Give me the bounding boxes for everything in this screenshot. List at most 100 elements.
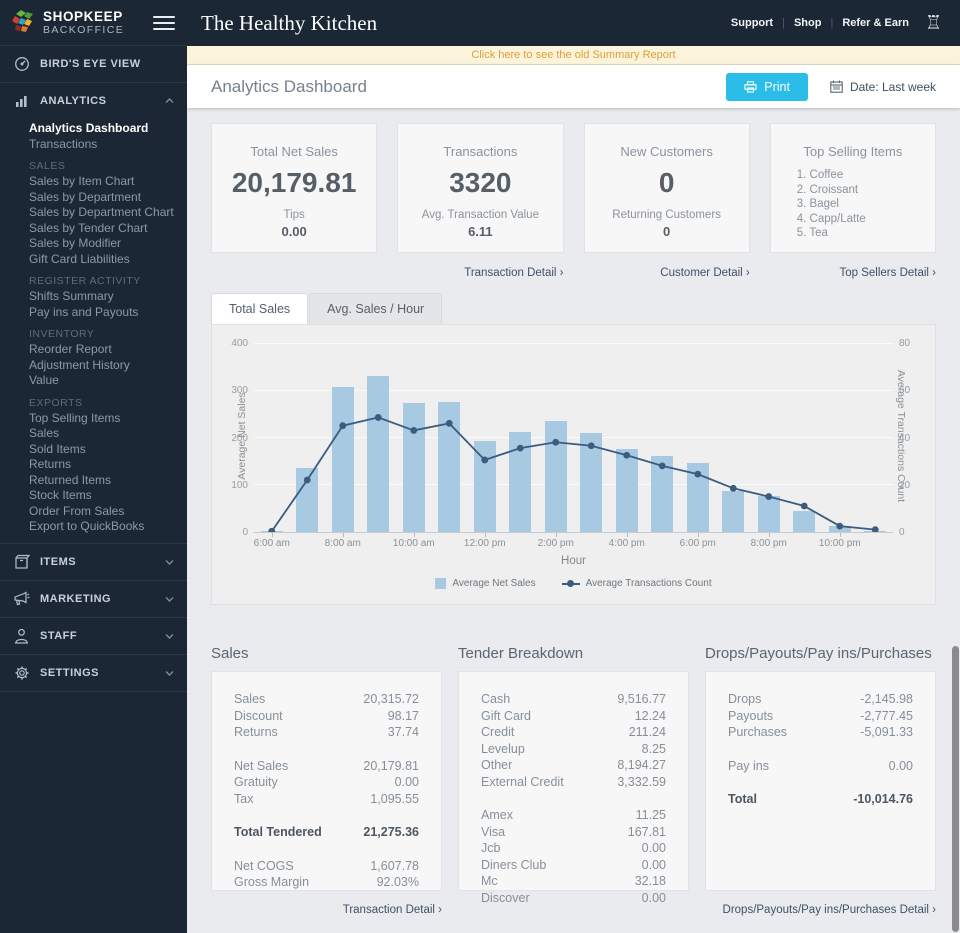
tab-avg-sales-hour[interactable]: Avg. Sales / Hour bbox=[309, 293, 443, 324]
sidebar-item-settings[interactable]: SETTINGS bbox=[0, 655, 187, 691]
tab-total-sales[interactable]: Total Sales bbox=[211, 293, 309, 324]
date-label: Date: Last week bbox=[849, 79, 936, 94]
summary-tables: Sales Sales 20,315.72 Discount 98.17 Returns 3… bbox=[211, 645, 936, 918]
sidebar-item-returned-items[interactable]: Returned Items bbox=[29, 472, 112, 487]
detail-link[interactable]: Transaction Detail › bbox=[464, 267, 564, 279]
sidebar-item-order-from-sales[interactable]: Order From Sales bbox=[29, 503, 125, 518]
top-header: The Healthy Kitchen Support | Shop | Refer &… bbox=[187, 0, 960, 46]
sidebar-item-sales-by-modifier[interactable]: Sales by Modifier bbox=[29, 236, 122, 250]
sidebar-item-reorder-report[interactable]: Reorder Report bbox=[29, 342, 112, 356]
hamburger-menu-icon[interactable] bbox=[153, 12, 175, 34]
right-axis-tick: 40 bbox=[899, 432, 911, 444]
sidebar: SHOPKEEP BACKOFFICE BIRD'S EYE VIEW ANAL… bbox=[0, 0, 187, 933]
sidebar-item-analytics-dashboard[interactable]: Analytics Dashboard bbox=[29, 121, 149, 135]
sidebar-item-transactions[interactable]: Transactions bbox=[29, 136, 98, 151]
sidebar-item-shifts-summary[interactable]: Shifts Summary bbox=[29, 289, 114, 303]
sidebar-item-top-selling-items[interactable]: Top Selling Items bbox=[29, 410, 121, 425]
top-item: 1. Coffee bbox=[796, 169, 844, 181]
bar-3-00-pm bbox=[580, 432, 603, 532]
header-link-refer-earn[interactable]: Refer & Earn bbox=[842, 17, 909, 29]
print-label: Print bbox=[764, 79, 790, 94]
header-link-shop[interactable]: Shop bbox=[793, 17, 822, 29]
detail-link[interactable]: Customer Detail › bbox=[660, 267, 750, 279]
header-link-support[interactable]: Support bbox=[730, 17, 774, 29]
x-axis-tick-label: 10:00 pm bbox=[818, 538, 861, 549]
bar-9-00-am bbox=[367, 375, 390, 532]
bar-6-00-pm bbox=[686, 463, 709, 532]
table-row: Gratuity 0.00 bbox=[234, 775, 419, 789]
table-title: Tender Breakdown bbox=[458, 645, 584, 662]
chevron-down-icon bbox=[165, 559, 174, 565]
sidebar-item-analytics[interactable]: ANALYTICS bbox=[0, 83, 187, 119]
megaphone-icon bbox=[13, 591, 30, 606]
sidebar-item-pay-ins-and-payouts[interactable]: Pay ins and Payouts bbox=[29, 304, 139, 319]
table-sales: Sales Sales 20,315.72 Discount 98.17 Returns 3… bbox=[211, 645, 442, 918]
sidebar-item-gift-card-liabilities[interactable]: Gift Card Liabilities bbox=[29, 251, 130, 266]
sidebar-group-header: SALES bbox=[29, 160, 66, 172]
x-axis-labels: 6:00 am 8:00 am 10:00 am 12:00 pm 2:00 pm 4:0… bbox=[254, 533, 893, 551]
bar-2-00-pm bbox=[544, 421, 567, 532]
sidebar-item-sales-by-department-chart[interactable]: Sales by Department Chart bbox=[29, 205, 174, 219]
table-row: Net COGS 1,607.78 bbox=[234, 858, 419, 873]
detail-link[interactable]: Transaction Detail › bbox=[342, 904, 442, 916]
x-axis-tick-label: 12:00 pm bbox=[463, 538, 506, 549]
detail-link[interactable]: Drops/Payouts/Pay ins/Purchases Detail › bbox=[722, 904, 936, 916]
chart-plot-area: 0 0 100 20 200 40 300 60 400 80 bbox=[231, 338, 910, 538]
table-row: Mc 32.18 bbox=[481, 874, 666, 888]
table-row: Net Sales 20,179.81 bbox=[234, 758, 419, 773]
sidebar-bottom-sections: ITEMS MARKETING STAFF SETTINGS bbox=[0, 544, 187, 692]
old-summary-report-link[interactable]: Click here to see the old Summary Report bbox=[471, 49, 676, 61]
card-detail-links: Transaction Detail › Customer Detail › Top… bbox=[211, 263, 936, 281]
table-row: Total -10,014.76 bbox=[728, 792, 913, 806]
top-item: 2. Croissant bbox=[796, 183, 859, 196]
sidebar-item-sales-by-item-chart[interactable]: Sales by Item Chart bbox=[29, 174, 135, 188]
sidebar-item-marketing[interactable]: MARKETING bbox=[0, 581, 187, 617]
sidebar-item-sold-items[interactable]: Sold Items bbox=[29, 441, 86, 456]
summary-card-new-customers: New Customers 0 Returning Customers 0 bbox=[583, 123, 750, 253]
detail-link[interactable]: Top Sellers Detail › bbox=[839, 267, 936, 279]
bar-4-00-pm bbox=[615, 448, 638, 532]
print-button[interactable]: Print bbox=[726, 72, 808, 101]
sidebar-item-staff[interactable]: STAFF bbox=[0, 618, 187, 654]
table-row: Drops -2,145.98 bbox=[728, 692, 913, 706]
page-scrollbar[interactable] bbox=[952, 646, 959, 932]
bar-10-00-am bbox=[402, 403, 425, 532]
dashboard-toolbar: Analytics Dashboard Print bbox=[187, 65, 960, 108]
sidebar-item-sales[interactable]: Sales bbox=[29, 426, 60, 440]
bar-12-00-pm bbox=[473, 440, 496, 532]
chess-rook-icon[interactable]: ♖ bbox=[924, 12, 942, 34]
main-area: The Healthy Kitchen Support | Shop | Refer &… bbox=[187, 0, 960, 933]
sidebar-item-sales-by-department[interactable]: Sales by Department bbox=[29, 189, 142, 204]
date-range-picker[interactable]: Date: Last week bbox=[830, 80, 936, 94]
table-row: Sales 20,315.72 bbox=[234, 692, 419, 706]
box-icon bbox=[13, 554, 30, 570]
sidebar-item-value[interactable]: Value bbox=[29, 373, 59, 387]
chevron-down-icon bbox=[165, 670, 174, 676]
sidebar-item-sales-by-tender-chart[interactable]: Sales by Tender Chart bbox=[29, 220, 148, 235]
x-axis-tick-label: 8:00 am bbox=[324, 538, 361, 549]
right-axis-tick: 20 bbox=[899, 479, 911, 491]
sidebar-item-birds-eye-view[interactable]: BIRD'S EYE VIEW bbox=[0, 46, 187, 82]
table-row: Other 8,194.27 bbox=[481, 758, 666, 772]
x-axis-title: Hour bbox=[561, 555, 586, 567]
summary-card-top-selling-items: Top Selling Items 1. Coffee 2. Croissant 3.… bbox=[769, 123, 936, 253]
sidebar-item-items[interactable]: ITEMS bbox=[0, 544, 187, 580]
sidebar-item-stock-items[interactable]: Stock Items bbox=[29, 488, 92, 502]
sidebar-item-label: BIRD'S EYE VIEW bbox=[40, 58, 141, 70]
table-row: Gift Card 12.24 bbox=[481, 708, 666, 723]
sidebar-item-export-to-quickbooks[interactable]: Export to QuickBooks bbox=[29, 519, 145, 533]
x-axis-tick-label: 2:00 pm bbox=[537, 538, 574, 549]
logo-row: SHOPKEEP BACKOFFICE bbox=[0, 0, 187, 46]
right-axis-tick: 0 bbox=[899, 527, 905, 538]
left-axis-tick: 200 bbox=[231, 432, 248, 444]
sidebar-item-adjustment-history[interactable]: Adjustment History bbox=[29, 357, 130, 372]
table-row: Discount 98.17 bbox=[234, 708, 419, 723]
bar-8-00-am bbox=[331, 386, 354, 532]
summary-card-transactions: Transactions 3320 Avg. Transaction Value 6.… bbox=[397, 123, 564, 253]
legend-net-sales: Average Net Sales bbox=[435, 578, 536, 589]
sidebar-item-returns[interactable]: Returns bbox=[29, 457, 72, 471]
table-row: Diners Club 0.00 bbox=[481, 857, 666, 872]
old-summary-report-banner: Click here to see the old Summary Report bbox=[187, 46, 960, 65]
sidebar-item-label: ANALYTICS bbox=[40, 95, 107, 107]
table-row: Visa 167.81 bbox=[481, 824, 666, 839]
